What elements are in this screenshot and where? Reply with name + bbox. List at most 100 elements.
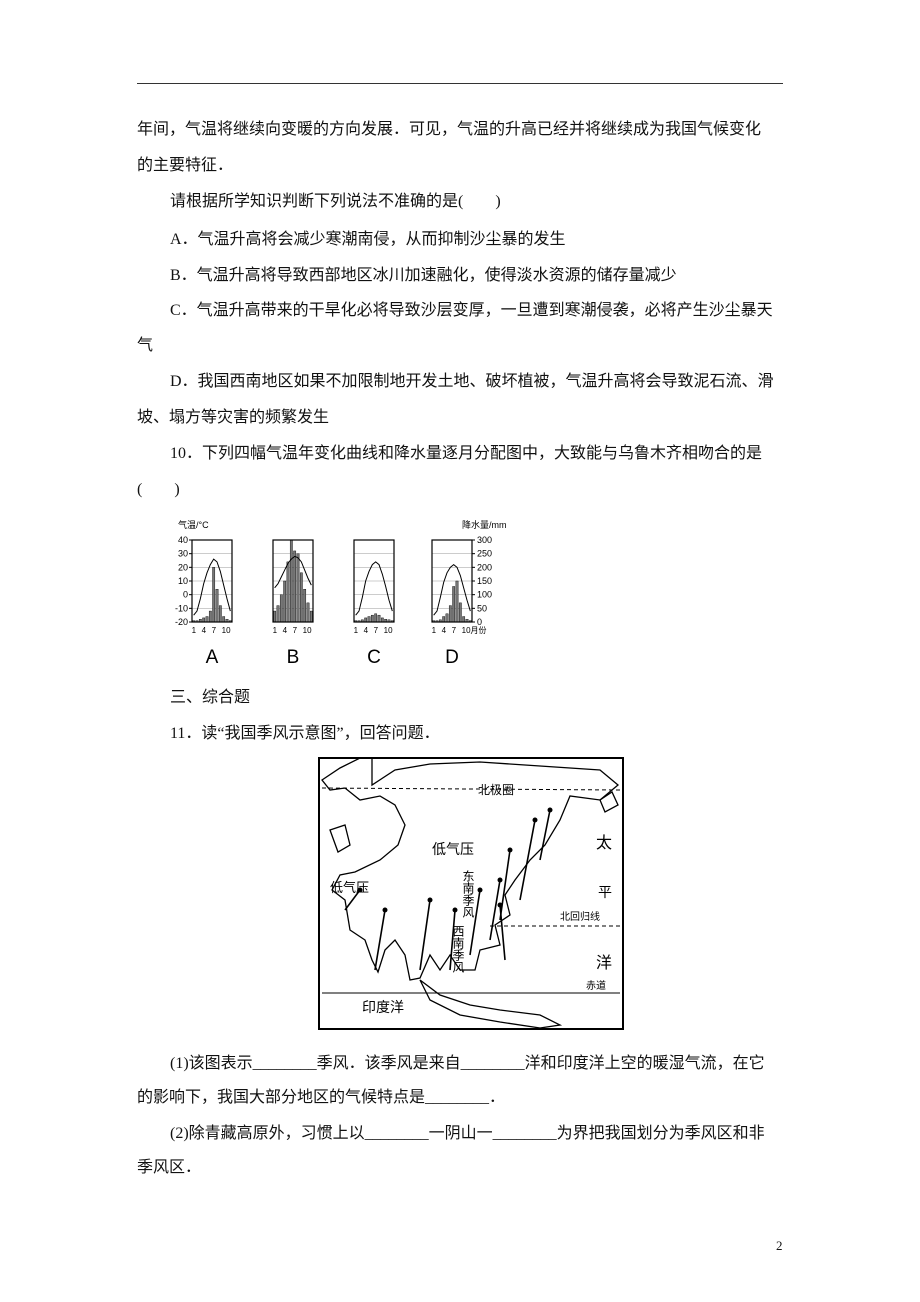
land	[599, 791, 619, 813]
panel-letter: C	[367, 647, 381, 668]
land	[329, 824, 351, 853]
plot-frame	[272, 539, 314, 623]
y2-tick-label: 50	[477, 603, 487, 613]
precip-bar	[299, 572, 303, 623]
y2-tick-label: 200	[477, 562, 492, 572]
map-label: 印度洋	[362, 999, 404, 1015]
plot-frame	[431, 539, 473, 623]
y-tick-label: -20	[175, 617, 188, 627]
precip-bar	[293, 550, 297, 623]
map-label: 平	[598, 884, 612, 900]
panel-letter: A	[206, 647, 219, 668]
precip-bar	[452, 586, 456, 623]
temp-curve	[433, 563, 471, 616]
precip-bar	[309, 610, 313, 623]
precip-bar	[442, 616, 446, 623]
answer-line: 的影响下，我国大部分地区的气候特点是________．	[137, 1089, 506, 1106]
precip-bar	[286, 561, 290, 623]
land	[419, 979, 563, 1029]
text-line: A．气温升高将会减少寒潮南侵，从而抑制沙尘暴的发生	[170, 231, 566, 248]
y-tick-label: 10	[178, 576, 188, 586]
plot-frame	[353, 539, 395, 623]
plot-frame	[191, 539, 233, 623]
panel-letter: D	[445, 647, 459, 668]
wind-arrow	[539, 809, 551, 861]
arrow-head	[497, 877, 503, 883]
x-tick-label: 10	[303, 626, 312, 635]
map-label: 洋	[596, 954, 612, 972]
wind-arrow	[419, 899, 431, 971]
arrow-head	[532, 817, 538, 823]
text-line: B．气温升高将导致西部地区冰川加速融化，使得淡水资源的储存量减少	[170, 267, 677, 284]
wind-arrow	[469, 889, 481, 956]
precip-bar	[377, 614, 381, 623]
map-frame	[318, 757, 624, 1030]
panel-letter: B	[287, 647, 300, 668]
text-line: 坡、塌方等灾害的频繁发生	[137, 409, 330, 426]
x-tick-label: 4	[202, 626, 207, 635]
map-label: 西南季风	[451, 925, 465, 974]
answer-line: (1)该图表示________季风．该季风是来自________洋和印度洋上空的…	[170, 1055, 765, 1072]
x-tick-label: 7	[212, 626, 217, 635]
precip-bar	[374, 613, 378, 623]
x-tick-label: 10月份	[462, 625, 487, 635]
arrow-head	[547, 807, 553, 813]
arrow-head	[477, 887, 483, 893]
y2-tick-label: 100	[477, 590, 492, 600]
wind-arrow	[499, 849, 511, 921]
y-tick-label: -10	[175, 603, 188, 613]
wind-arrow	[519, 819, 536, 901]
header-rule	[137, 83, 783, 84]
precip-bar	[289, 539, 293, 623]
y-tick-label: 30	[178, 549, 188, 559]
text-line: 气	[137, 337, 154, 354]
arrow-head	[427, 897, 433, 903]
x-tick-label: 1	[354, 626, 359, 635]
map-label: 低气压	[432, 841, 474, 857]
y-tick-label: 20	[178, 562, 188, 572]
x-tick-label: 10	[384, 626, 393, 635]
text-line: ( )	[137, 481, 180, 498]
x-tick-label: 1	[192, 626, 197, 635]
precip-bar	[306, 602, 310, 623]
precip-bar	[202, 617, 206, 623]
text-line: C．气温升高带来的干旱化必将导致沙层变厚，一旦遭到寒潮侵袭，必将产生沙尘暴天	[170, 302, 773, 319]
precip-bar	[364, 617, 368, 623]
y2-tick-label: 250	[477, 549, 492, 559]
arctic-circle	[321, 787, 621, 791]
arrow-head	[357, 887, 363, 893]
arrow-head	[452, 907, 458, 913]
axis-title: 降水量/mm	[462, 519, 507, 530]
precip-bar	[458, 602, 462, 623]
text-line: D．我国西南地区如果不加限制地开发土地、破坏植被，气温升高将会导致泥石流、滑	[170, 373, 774, 390]
precip-bar	[296, 553, 300, 623]
y-tick-label: 40	[178, 535, 188, 545]
text-line: 10．下列四幅气温年变化曲线和降水量逐月分配图中，大致能与乌鲁木齐相吻合的是	[170, 445, 763, 462]
wind-arrow	[374, 909, 386, 971]
precip-bar	[212, 567, 216, 623]
wind-arrow	[499, 904, 506, 961]
precip-bar	[276, 605, 280, 623]
temp-curve	[274, 555, 312, 589]
text-line: 年间，气温将继续向变暖的方向发展．可见，气温的升高已经并将继续成为我国气候变化	[137, 121, 762, 138]
map-label: 东南季风	[461, 870, 475, 919]
precip-bar	[380, 617, 384, 623]
precip-bar	[448, 605, 452, 623]
x-tick-label: 10	[222, 626, 231, 635]
precip-bar	[273, 610, 277, 623]
y2-tick-label: 300	[477, 535, 492, 545]
map-label: 北极圈	[478, 783, 514, 797]
answer-line: (2)除青藏高原外，习惯上以________一阴山一________为界把我国划…	[170, 1125, 765, 1142]
answer-line: 季风区．	[137, 1159, 202, 1176]
text-line: 请根据所学知识判断下列说法不准确的是( )	[170, 193, 501, 210]
precip-bar	[303, 588, 307, 623]
x-tick-label: 4	[283, 626, 288, 635]
x-tick-label: 7	[452, 626, 457, 635]
x-tick-label: 7	[374, 626, 379, 635]
precip-bar	[222, 616, 226, 623]
temp-curve	[355, 561, 393, 616]
precip-bar	[445, 613, 449, 623]
x-tick-label: 4	[442, 626, 447, 635]
